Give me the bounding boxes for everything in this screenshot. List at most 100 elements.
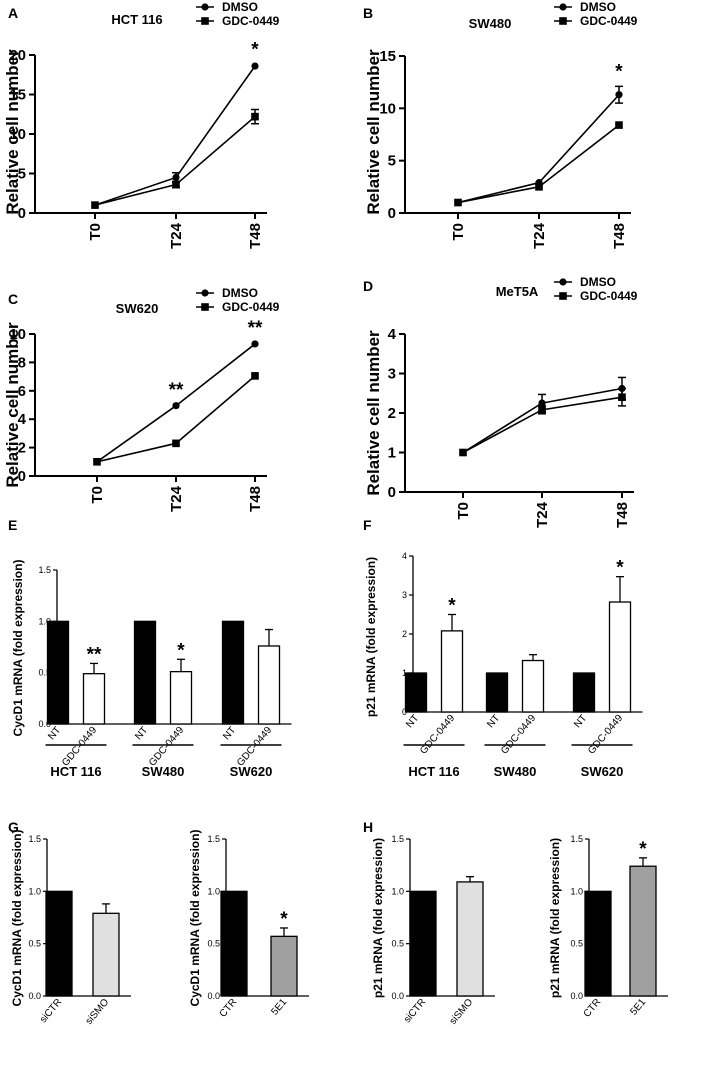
bar-CTR <box>220 890 248 997</box>
y-tick-label: 1.5 <box>38 565 51 575</box>
data-point <box>172 439 180 448</box>
data-point <box>538 406 546 414</box>
y-tick-label: 0.5 <box>38 668 51 678</box>
y-tick-label: 1.0 <box>570 886 583 896</box>
panel-G2: 0.0 0.5 1.0 1.5 CycD1 mRNA (fold expression)… <box>188 830 309 1020</box>
significance-marker: ** <box>87 644 102 665</box>
data-point <box>535 183 543 191</box>
x-tick-label: siCTR <box>402 997 428 1025</box>
x-tick-label: siSMO <box>448 997 476 1027</box>
y-tick-label: 5 <box>388 153 396 170</box>
significance-marker: * <box>280 909 288 930</box>
y-tick-label: 2 <box>18 440 26 457</box>
bar-5E1 <box>270 935 298 997</box>
x-tick-label: T48 <box>611 223 628 249</box>
group-label: SW620 <box>581 764 624 779</box>
y-tick-label: 0 <box>18 205 26 222</box>
panel-B: B 0 5 10 15 T0 T24 T48 Relative cell number SW480… <box>363 0 638 249</box>
y-axis-label: p21 mRNA (fold expression) <box>364 557 378 717</box>
y-tick-label: 1.0 <box>38 616 51 626</box>
y-tick-label: 2 <box>402 629 407 639</box>
significance-marker: * <box>639 839 647 860</box>
significance-marker: * <box>251 39 259 60</box>
y-tick-label: 15 <box>9 87 26 104</box>
bar-siSMO <box>456 881 484 997</box>
panel-F: F 0 1 2 3 4 p21 mRNA (fold expression) NT * GDC-0… <box>363 517 643 779</box>
x-tick-label: NT <box>133 725 150 742</box>
x-tick-label: GDC-0449 <box>60 725 99 769</box>
y-tick-label: 8 <box>18 354 26 371</box>
x-tick-label: 5E1 <box>269 997 289 1018</box>
y-tick-label: 0 <box>18 468 26 485</box>
y-tick-label: 6 <box>18 383 26 400</box>
x-tick-label: NT <box>572 713 589 730</box>
x-tick-label: 5E1 <box>628 997 648 1018</box>
legend-label: DMSO <box>222 286 258 300</box>
x-tick-label: siSMO <box>84 997 112 1027</box>
group-label: SW480 <box>494 764 537 779</box>
data-point <box>251 340 259 348</box>
panel-A: A 0 5 10 15 20 T0 T24 T48 Relative cell number HCT… <box>3 0 280 249</box>
legend-label: GDC-0449 <box>580 289 638 303</box>
bar-NT <box>133 620 157 725</box>
y-axis-label: Relative cell number <box>3 49 22 215</box>
x-tick-label: T24 <box>534 501 551 528</box>
chart-title: HCT 116 <box>111 12 162 27</box>
data-point <box>172 180 180 189</box>
y-axis-label: p21 mRNA (fold expression) <box>371 838 385 998</box>
panel-G1: G 0.0 0.5 1.0 1.5 CycD1 mRNA (fold expression… <box>8 819 131 1027</box>
chart-title: SW480 <box>469 16 512 31</box>
panel-label: G <box>8 819 19 835</box>
series-line-GDC-0449 <box>457 124 620 204</box>
significance-marker: * <box>177 640 185 661</box>
series-line-GDC-0449 <box>94 116 256 206</box>
y-tick-label: 1.5 <box>28 834 41 844</box>
y-tick-label: 1.0 <box>28 886 41 896</box>
legend-marker <box>559 3 567 11</box>
y-tick-label: 1 <box>402 668 407 678</box>
y-tick-label: 4 <box>388 326 397 343</box>
x-tick-label: T24 <box>531 222 548 249</box>
y-tick-label: 0 <box>388 484 396 501</box>
y-tick-label: 5 <box>18 166 26 183</box>
legend-label: DMSO <box>580 275 616 289</box>
x-tick-label: T0 <box>89 486 106 504</box>
data-point <box>172 402 180 410</box>
panel-E: E 0.0 0.5 1.0 1.5 CycD1 mRNA (fold expression… <box>8 517 292 779</box>
data-point <box>251 372 259 380</box>
data-point <box>459 448 467 457</box>
group-label: SW480 <box>142 764 185 779</box>
group-label: HCT 116 <box>408 764 459 779</box>
x-tick-label: T48 <box>247 486 264 512</box>
y-tick-label: 4 <box>402 551 407 561</box>
y-tick-label: 3 <box>402 590 407 600</box>
data-point <box>251 62 259 70</box>
y-tick-label: 1 <box>388 445 396 462</box>
bar-GDC-0449 <box>82 673 106 725</box>
panel-label: F <box>363 517 372 533</box>
significance-marker: * <box>448 596 456 617</box>
bar-siCTR <box>409 890 437 997</box>
x-tick-label: siCTR <box>38 997 64 1025</box>
y-tick-label: 10 <box>379 100 396 117</box>
legend-marker <box>559 292 567 300</box>
panel-H2: 0.0 0.5 1.0 1.5 p21 mRNA (fold expression) CT… <box>548 834 668 1020</box>
y-tick-label: 0.0 <box>391 991 404 1001</box>
y-tick-label: 4 <box>18 411 27 428</box>
y-axis-label: Relative cell number <box>364 330 383 496</box>
x-tick-label: T0 <box>450 223 467 241</box>
y-tick-label: 0.0 <box>207 991 220 1001</box>
legend-marker <box>201 289 209 297</box>
legend-label: GDC-0449 <box>222 14 280 28</box>
y-axis-label: CycD1 mRNA (fold expression) <box>11 560 25 737</box>
y-axis-label: Relative cell number <box>364 49 383 215</box>
legend-marker <box>559 278 567 286</box>
y-tick-label: 15 <box>379 48 396 65</box>
panel-label: H <box>363 819 373 835</box>
y-tick-label: 0 <box>402 707 407 717</box>
significance-marker: * <box>616 558 624 579</box>
x-tick-label: GDC-0449 <box>499 713 538 757</box>
group-label: HCT 116 <box>50 764 101 779</box>
x-tick-label: GDC-0449 <box>235 725 274 769</box>
legend-label: GDC-0449 <box>580 14 638 28</box>
